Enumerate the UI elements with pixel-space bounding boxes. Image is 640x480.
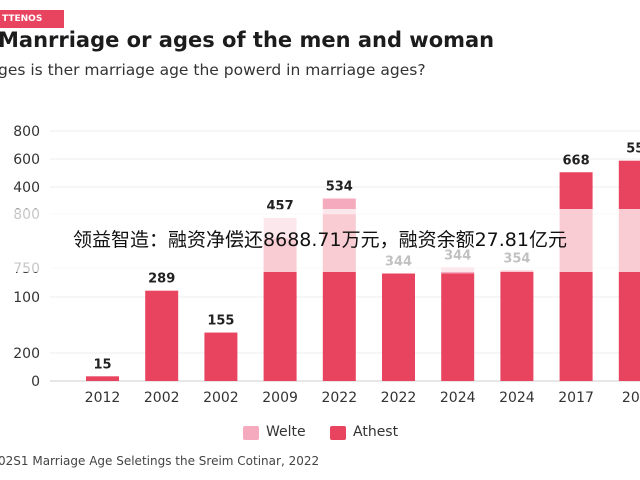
- page-subtitle: ges is ther marriage age the powerd in m…: [0, 61, 426, 79]
- bar-data-label: 55: [626, 142, 640, 157]
- news-overlay-band: 领益智造：融资净偿还8688.71万元，融资余额27.81亿元: [0, 209, 640, 272]
- legend-swatch-welte: [243, 426, 259, 440]
- y-tick-label: 600: [13, 152, 40, 168]
- bar-data-label: 534: [326, 180, 353, 195]
- bar-data-label: 155: [207, 314, 234, 329]
- x-tick-label: 2002: [144, 390, 180, 406]
- bar-data-label: 289: [148, 272, 175, 287]
- y-tick-label: 800: [13, 124, 40, 140]
- x-tick-label: 2012: [85, 390, 121, 406]
- x-tick-label: 2022: [321, 390, 357, 406]
- y-tick-label: 0: [31, 374, 40, 390]
- y-tick-label: 400: [13, 180, 40, 196]
- source-note: 02S1 Marriage Age Seletings the Sreim Co…: [0, 454, 320, 468]
- page-title: Manrriage or ages of the men and woman: [0, 28, 495, 52]
- x-tick-label: 2017: [558, 390, 594, 406]
- x-tick-label: 2024: [440, 390, 476, 406]
- y-tick-label: 200: [13, 346, 40, 362]
- x-tick-label: 202: [622, 390, 640, 406]
- header-badge: TTENOS: [0, 10, 64, 28]
- x-tick-label: 2002: [203, 390, 239, 406]
- bar-data-label: 15: [93, 357, 111, 372]
- x-tick-label: 2024: [499, 390, 535, 406]
- header-badge-label: TTENOS: [2, 14, 43, 24]
- y-tick-label: 100: [13, 290, 40, 306]
- bar-athest: [382, 273, 415, 381]
- bar-athest: [145, 290, 179, 381]
- bar-athest: [441, 273, 475, 381]
- legend-label-athest: Athest: [353, 424, 399, 440]
- bar-athest: [500, 270, 534, 381]
- legend-swatch-athest: [330, 426, 346, 440]
- bar-athest: [86, 376, 119, 381]
- bar-data-label: 668: [563, 153, 590, 168]
- news-overlay-text: 领益智造：融资净偿还8688.71万元，融资余额27.81亿元: [73, 229, 567, 251]
- bar-athest: [204, 332, 238, 381]
- bar-athest: [559, 172, 593, 381]
- legend-label-welte: Welte: [266, 424, 306, 440]
- x-tick-label: 2022: [381, 390, 417, 406]
- x-tick-label: 2009: [262, 390, 298, 406]
